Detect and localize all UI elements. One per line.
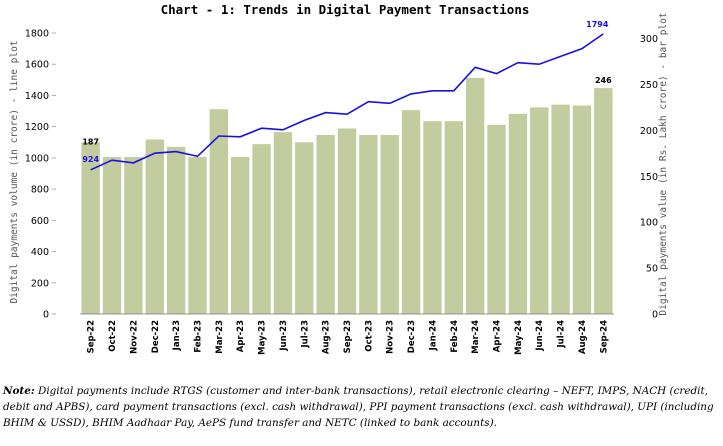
x-tick-label: Jun-24 xyxy=(535,320,545,352)
note-text: Digital payments include RTGS (customer … xyxy=(3,385,714,429)
left-tick-label: 1400 xyxy=(25,91,49,102)
bar xyxy=(337,128,357,314)
left-tick-label: 1800 xyxy=(25,29,49,40)
right-axis-ticks: 0 50 100 150 200 250 300 xyxy=(640,34,658,320)
x-tick-label: Jul-24 xyxy=(557,320,567,349)
bar xyxy=(295,142,314,314)
right-tick-label: 150 xyxy=(640,172,658,183)
x-tick-label: Dec-22 xyxy=(151,320,161,353)
bar xyxy=(508,113,528,314)
chart-title: Chart - 1: Trends in Digital Payment Tra… xyxy=(161,2,530,17)
bar xyxy=(594,88,613,314)
x-tick-label: Mar-24 xyxy=(471,320,481,354)
bar xyxy=(551,104,570,315)
x-tick-label: Sep-23 xyxy=(343,320,353,353)
x-tick-label: Jun-23 xyxy=(279,320,289,352)
bar-series xyxy=(81,77,613,315)
bar xyxy=(124,156,143,314)
x-tick-label: Apr-23 xyxy=(236,320,246,352)
x-tick-label: May-23 xyxy=(258,320,268,355)
left-axis-ticks: 0 200 400 600 800 1000 1200 1400 1600 1800 xyxy=(25,29,56,321)
bar xyxy=(530,107,549,314)
bar xyxy=(423,121,442,314)
x-tick-label: Dec-23 xyxy=(407,320,417,353)
x-tick-label: Sep-22 xyxy=(87,320,97,353)
right-tick-label: 250 xyxy=(640,80,658,91)
bar xyxy=(209,109,229,314)
bar xyxy=(252,144,271,314)
line-last-label: 1794 xyxy=(586,20,609,29)
left-tick-label: 800 xyxy=(31,185,49,196)
x-tick-label: Aug-24 xyxy=(578,320,588,354)
x-tick-label: Oct-23 xyxy=(364,320,374,352)
bar xyxy=(380,134,399,314)
bar xyxy=(487,124,506,314)
bar xyxy=(102,156,122,314)
bar xyxy=(444,121,463,314)
left-tick-label: 1000 xyxy=(25,153,49,164)
right-tick-label: 300 xyxy=(640,34,658,45)
bar xyxy=(81,142,100,314)
line-series xyxy=(90,33,604,171)
x-tick-label: Nov-23 xyxy=(386,320,396,354)
x-tick-label: Jan-23 xyxy=(172,320,182,351)
x-tick-label: Nov-22 xyxy=(129,320,139,354)
bar xyxy=(166,146,186,314)
x-tick-label: Feb-23 xyxy=(193,320,203,353)
bar xyxy=(401,110,421,314)
left-axis-label: Digital payments volume (in crore) - lin… xyxy=(9,40,20,303)
note-label: Note: xyxy=(3,385,35,397)
bar xyxy=(273,132,293,314)
right-axis-label: Digital payments value (in Rs. Lakh cror… xyxy=(658,12,669,315)
x-tick-label: Aug-23 xyxy=(322,320,332,354)
bar xyxy=(231,156,250,314)
line-first-label: 924 xyxy=(82,155,99,164)
bar xyxy=(465,77,485,314)
x-tick-label: Apr-24 xyxy=(493,320,503,352)
bar xyxy=(145,139,164,314)
left-tick-label: 0 xyxy=(43,310,49,321)
x-tick-label: Jul-23 xyxy=(300,320,310,349)
bar xyxy=(359,134,378,314)
right-tick-label: 100 xyxy=(640,218,658,229)
left-tick-label: 400 xyxy=(31,247,49,258)
right-tick-label: 0 xyxy=(652,310,658,321)
right-tick-label: 50 xyxy=(646,264,658,275)
left-tick-label: 200 xyxy=(31,278,49,289)
bar-first-label: 187 xyxy=(82,137,99,146)
left-tick-label: 600 xyxy=(31,216,49,227)
left-tick-label: 1200 xyxy=(25,122,49,133)
right-tick-label: 200 xyxy=(640,126,658,137)
x-tick-label: Jan-24 xyxy=(428,320,438,351)
x-tick-label: Sep-24 xyxy=(599,320,609,353)
bar-last-label: 246 xyxy=(595,76,612,85)
x-tick-label: Oct-22 xyxy=(108,320,118,352)
bar xyxy=(316,134,335,314)
x-tick-label: May-24 xyxy=(514,320,524,355)
chart: Chart - 1: Trends in Digital Payment Tra… xyxy=(9,2,669,355)
bar xyxy=(188,156,207,314)
left-tick-label: 1600 xyxy=(25,60,49,71)
chart-note: Note: Digital payments include RTGS (cus… xyxy=(3,383,719,431)
x-tick-label: Feb-24 xyxy=(450,320,460,353)
x-axis-ticks: Sep-22 Oct-22 Nov-22 Dec-22 Jan-23 Feb-23 Mar-… xyxy=(87,320,610,355)
bar xyxy=(572,105,592,315)
x-tick-label: Mar-23 xyxy=(215,320,225,354)
